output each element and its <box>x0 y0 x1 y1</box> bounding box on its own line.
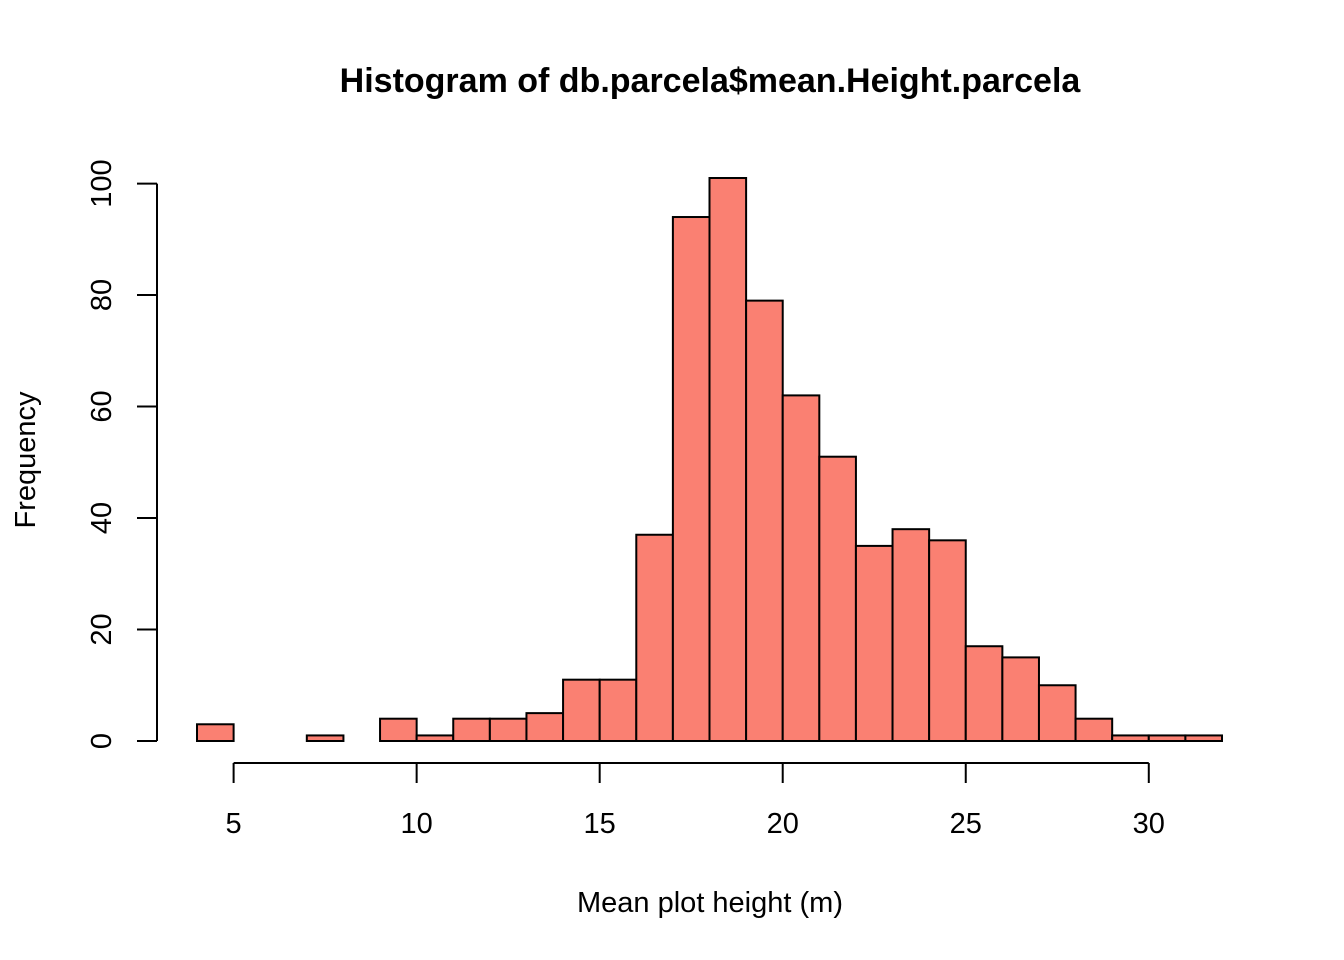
histogram-bar <box>1184 734 1224 742</box>
x-tick-label: 30 <box>1133 808 1165 840</box>
x-tick-label: 20 <box>767 808 799 840</box>
y-tick-label: 60 <box>86 390 118 422</box>
y-axis-label: Frequency <box>10 391 42 529</box>
histogram-bar <box>854 544 894 743</box>
histogram-bar <box>671 216 711 742</box>
y-tick-label: 0 <box>86 733 118 749</box>
histogram-bar <box>196 723 235 743</box>
chart-title: Histogram of db.parcela$mean.Height.parc… <box>340 62 1082 100</box>
histogram-bar <box>598 678 638 742</box>
histogram-bar <box>1001 656 1040 743</box>
histogram-bar <box>891 528 931 742</box>
y-tick-label: 20 <box>86 613 118 645</box>
histogram-bar <box>1147 734 1187 742</box>
bars-group <box>196 177 1224 743</box>
x-axis-label: Mean plot height (m) <box>577 887 843 919</box>
histogram-bar <box>745 299 784 742</box>
histogram-bar <box>1111 734 1150 742</box>
x-axis: 5 10 15 20 25 30 <box>226 762 1165 840</box>
histogram-bar <box>488 717 528 743</box>
histogram-bar <box>562 678 601 742</box>
y-tick-label: 100 <box>86 159 118 207</box>
histogram-bar <box>964 645 1004 742</box>
histogram-bar <box>415 734 455 742</box>
histogram-bar <box>1037 684 1077 743</box>
x-tick-label: 10 <box>401 808 433 840</box>
histogram-bar <box>452 717 491 743</box>
histogram-bar <box>525 712 565 743</box>
y-tick-label: 40 <box>86 502 118 534</box>
histogram-bar <box>781 394 821 742</box>
histogram-bar <box>635 533 674 742</box>
histogram-bar <box>379 717 418 743</box>
x-tick-label: 25 <box>950 808 982 840</box>
histogram-bar <box>1074 717 1114 743</box>
y-axis: 0 20 40 60 80 100 <box>86 159 158 749</box>
x-tick-label: 15 <box>584 808 616 840</box>
histogram-bar <box>818 455 857 742</box>
histogram-bar <box>708 177 748 742</box>
x-tick-label: 5 <box>226 808 242 840</box>
histogram-bar <box>928 539 967 743</box>
histogram-bar <box>305 734 345 742</box>
y-tick-label: 80 <box>86 279 118 311</box>
